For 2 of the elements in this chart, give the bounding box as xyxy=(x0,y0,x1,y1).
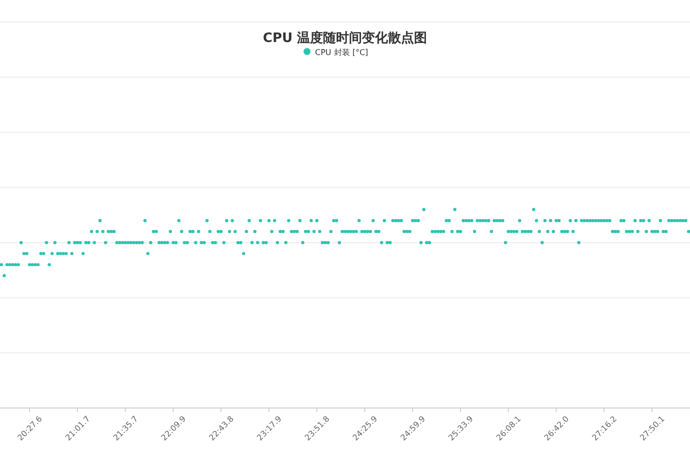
legend-label: CPU 封装 [°C] xyxy=(315,48,368,57)
chart-title: CPU 温度随时间变化散点图 xyxy=(262,30,428,46)
